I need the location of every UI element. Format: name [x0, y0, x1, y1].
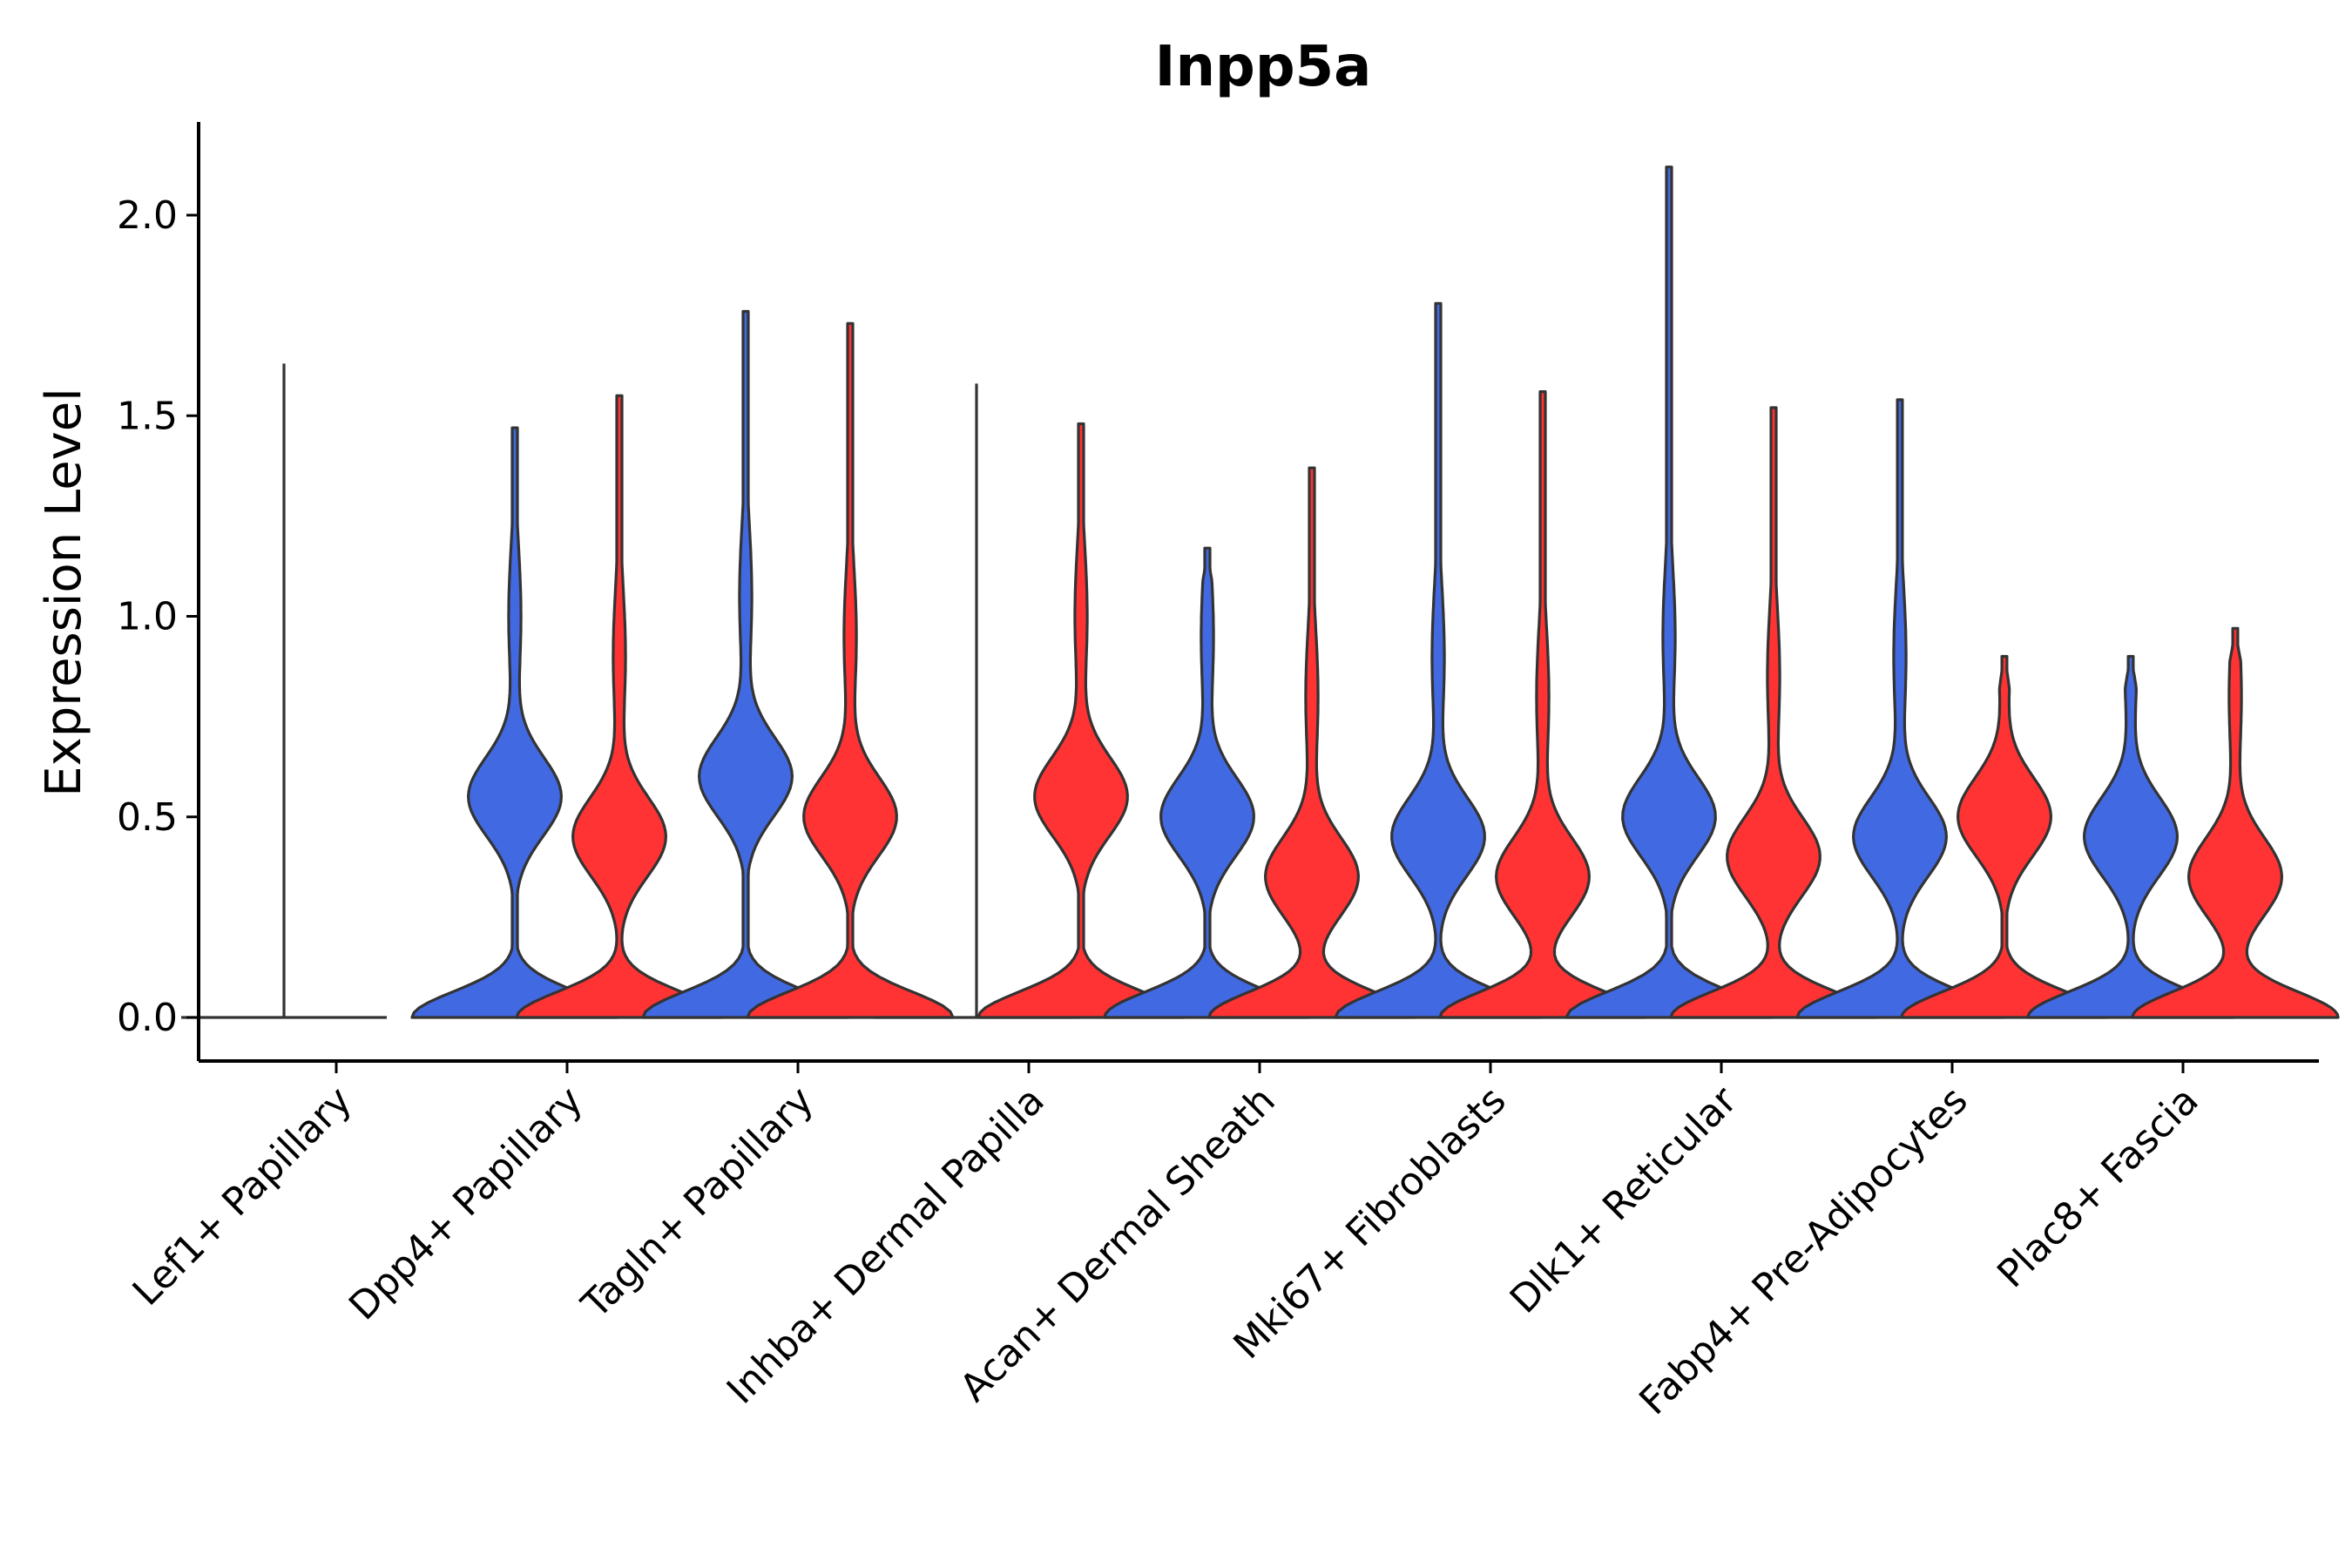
- violin-red-7: [1669, 406, 1878, 1019]
- violin-blue-9: [2026, 654, 2235, 1019]
- x-tick-label-7: Dlk1+ Reticular: [1502, 1078, 1747, 1322]
- violin-blue-2: [410, 426, 619, 1019]
- violin-red-6: [1438, 390, 1647, 1019]
- x-tick-label-9: Plac8+ Fascia: [1989, 1078, 2207, 1297]
- violin-red-5: [1207, 466, 1416, 1019]
- violin-blue-6: [1334, 301, 1543, 1019]
- y-axis-label: Expression Level: [36, 388, 92, 797]
- violin-red-8: [1900, 654, 2109, 1019]
- violin-red-9: [2131, 626, 2340, 1019]
- x-tick-label-3: Tagln+ Papillary: [573, 1078, 822, 1328]
- violin-blue-7: [1565, 166, 1774, 1019]
- violins-layer: [181, 166, 2340, 1019]
- violin-red-3: [746, 321, 955, 1019]
- y-tick-label-4: 2.0: [117, 193, 178, 238]
- violin-blue-5: [1103, 546, 1312, 1019]
- y-tick-label-3: 1.5: [117, 394, 178, 438]
- y-tick-label-0: 0.0: [117, 996, 178, 1040]
- y-tick-label-1: 0.5: [117, 795, 178, 840]
- violin-red-2: [515, 394, 724, 1019]
- x-tick-label-2: Dpp4+ Papillary: [341, 1078, 591, 1329]
- y-tick-label-2: 1.0: [117, 595, 178, 639]
- violin-blue-8: [1795, 398, 2004, 1019]
- chart-title: Inpp5a: [1155, 35, 1372, 99]
- violin-red-4: [977, 422, 1186, 1019]
- x-tick-label-1: Lef1+ Papillary: [125, 1078, 361, 1315]
- violin-blue-3: [641, 309, 850, 1019]
